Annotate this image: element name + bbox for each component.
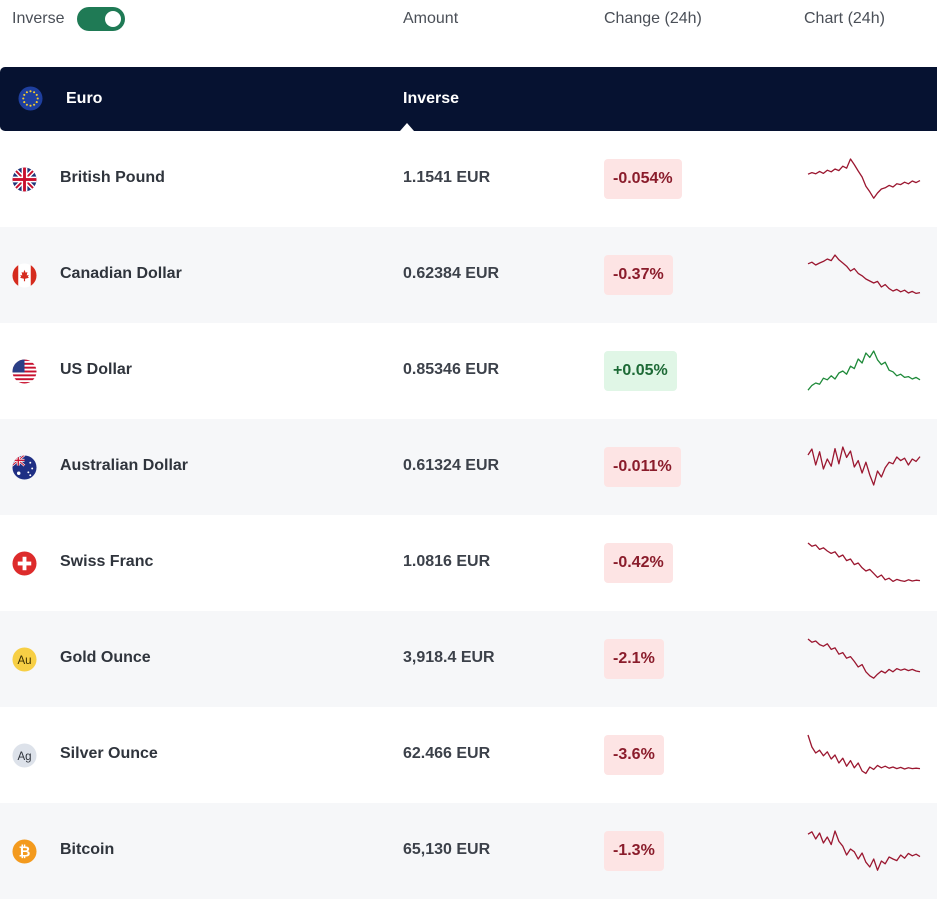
amount-value: 0.85346 EUR [403, 361, 500, 378]
base-inverse-label: Inverse [403, 90, 460, 107]
sparkline-chart [807, 638, 921, 679]
table-row[interactable]: Australian Dollar 0.61324 EUR -0.011% [0, 419, 937, 515]
base-currency-bar[interactable]: Euro Inverse [0, 67, 937, 131]
amount-column-header: Amount [403, 10, 459, 27]
currency-name: Gold Ounce [60, 649, 151, 666]
uk-flag-icon [12, 167, 37, 192]
table-row[interactable]: Swiss Franc 1.0816 EUR -0.42% [0, 515, 937, 611]
change-badge: -2.1% [604, 639, 664, 679]
table-row[interactable]: Ag Silver Ounce 62.466 EUR -3.6% [0, 707, 937, 803]
change-badge: -1.3% [604, 831, 664, 871]
table-header: Inverse Amount Change (24h) Chart (24h) [0, 0, 937, 40]
sparkline-path [807, 446, 921, 486]
sparkline-path [807, 830, 921, 871]
sparkline-chart [807, 350, 921, 391]
table-row[interactable]: Au Gold Ounce 3,918.4 EUR -2.1% [0, 611, 937, 707]
svg-text:₿: ₿ [19, 844, 31, 860]
sparkline-chart [807, 158, 921, 199]
canada-flag-icon [12, 263, 37, 288]
amount-value: 3,918.4 EUR [403, 649, 495, 666]
amount-value: 65,130 EUR [403, 841, 491, 858]
sparkline-chart [807, 542, 921, 583]
eu-flag-icon [18, 86, 43, 111]
change-badge: +0.05% [604, 351, 677, 391]
sparkline-chart [807, 446, 921, 486]
currency-name: Bitcoin [60, 841, 115, 858]
change-column-header: Change (24h) [604, 10, 702, 27]
chart-column-header: Chart (24h) [804, 10, 885, 27]
change-badge: -0.42% [604, 543, 673, 583]
inverse-toggle[interactable] [77, 7, 125, 31]
sparkline-chart [807, 734, 921, 775]
table-row[interactable]: Canadian Dollar 0.62384 EUR -0.37% [0, 227, 937, 323]
sparkline-path [807, 638, 921, 679]
base-currency-name: Euro [66, 90, 103, 107]
change-badge: -0.011% [604, 447, 681, 487]
svg-text:Au: Au [17, 655, 31, 667]
toggle-knob [105, 11, 121, 27]
us-flag-icon [12, 359, 37, 384]
amount-value: 62.466 EUR [403, 745, 491, 762]
gold-ounce-icon: Au [12, 647, 37, 672]
change-badge: -0.37% [604, 255, 673, 295]
currency-name: Silver Ounce [60, 745, 158, 762]
table-row[interactable]: US Dollar 0.85346 EUR +0.05% [0, 323, 937, 419]
change-badge: -0.054% [604, 159, 682, 199]
change-badge: -3.6% [604, 735, 664, 775]
table-row[interactable]: ₿ Bitcoin 65,130 EUR -1.3% [0, 803, 937, 899]
amount-value: 0.61324 EUR [403, 457, 500, 474]
sparkline-chart [807, 830, 921, 871]
sparkline-path [807, 542, 921, 583]
australia-flag-icon [12, 455, 37, 480]
currency-name: US Dollar [60, 361, 133, 378]
sparkline-path [807, 734, 921, 775]
table-row[interactable]: British Pound 1.1541 EUR -0.054% [0, 131, 937, 227]
swiss-flag-icon [12, 551, 37, 576]
amount-value: 0.62384 EUR [403, 265, 500, 282]
bitcoin-icon: ₿ [12, 839, 37, 864]
currency-name: Canadian Dollar [60, 265, 182, 282]
amount-value: 1.1541 EUR [403, 169, 491, 186]
sparkline-chart [807, 254, 921, 295]
svg-text:Ag: Ag [17, 751, 31, 763]
currency-name: Australian Dollar [60, 457, 189, 474]
sparkline-path [807, 254, 921, 295]
sparkline-path [807, 350, 921, 391]
currency-name: Swiss Franc [60, 553, 154, 570]
silver-ounce-icon: Ag [12, 743, 37, 768]
amount-value: 1.0816 EUR [403, 553, 491, 570]
sparkline-path [807, 158, 921, 199]
currency-name: British Pound [60, 169, 165, 186]
caret-up-icon [400, 123, 414, 131]
inverse-label: Inverse [12, 10, 65, 27]
